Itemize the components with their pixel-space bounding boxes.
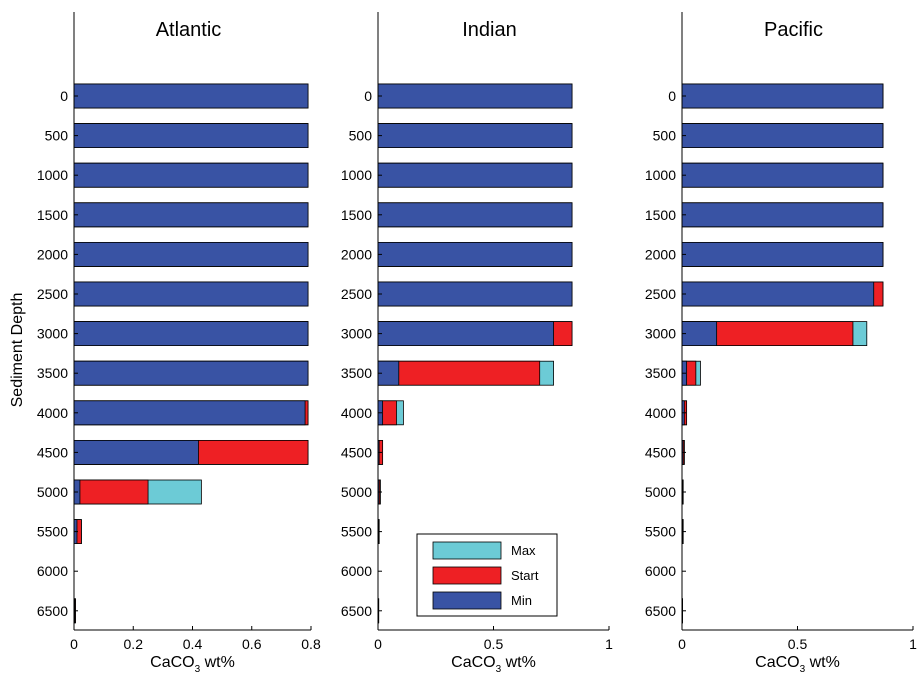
y-tick-label: 5500	[341, 524, 372, 540]
legend: Max Start Min	[416, 533, 558, 617]
x-tick-label: 0.5	[484, 636, 504, 652]
y-tick-label: 4500	[37, 444, 68, 460]
y-tick-label: 1500	[645, 207, 676, 223]
bar-min-0	[73, 83, 309, 109]
panel-atlantic: Atlantic 0 500 1000 1500 2000 2500 3000 3500 4000…	[37, 12, 321, 675]
x-tick-label: 0.6	[242, 636, 262, 652]
legend-swatch-max	[432, 541, 502, 560]
y-tick-label: 1000	[341, 167, 372, 183]
y-tick-label: 5000	[37, 484, 68, 500]
x-tick-label: 0.5	[788, 636, 808, 652]
y-tick-label: 3500	[341, 365, 372, 381]
x-axis-label: CaCO3 wt%	[755, 654, 840, 675]
y-tick-label: 1000	[645, 167, 676, 183]
y-tick-label: 4500	[341, 444, 372, 460]
y-tick-label: 4000	[37, 405, 68, 421]
bar-min-0	[377, 83, 573, 109]
y-tick-label: 5000	[645, 484, 676, 500]
legend-label-min: Min	[511, 593, 532, 608]
bar-min-2500	[73, 281, 309, 307]
y-tick-label: 3000	[341, 326, 372, 342]
panel-pacific: Pacific 0 500 1000 1500 2000 2500 3000 3500 4000 4…	[645, 12, 917, 675]
panel-indian: Indian 0 500 1000 1500 2000 2500 3000 3500 4000 45…	[341, 12, 613, 675]
y-tick-label: 2500	[341, 286, 372, 302]
bar-min-2000	[73, 241, 309, 267]
y-tick-label: 2500	[645, 286, 676, 302]
y-tick-label: 500	[653, 128, 677, 144]
bar-min-4000	[73, 400, 306, 426]
bar-min-500	[681, 123, 884, 148]
panel-title: Pacific	[764, 19, 823, 41]
x-tick-label: 0.2	[124, 636, 144, 652]
bar-min-0	[681, 83, 884, 109]
bar-min-3000	[73, 321, 309, 347]
y-tick-label: 6500	[645, 603, 676, 619]
legend-label-max: Max	[511, 543, 536, 558]
legend-swatch-start	[432, 566, 502, 585]
y-tick-label: 6500	[341, 603, 372, 619]
panel-title: Indian	[462, 19, 517, 41]
bar-min-2500	[681, 281, 875, 307]
bar-start-5000	[73, 479, 149, 505]
y-tick-label: 5500	[37, 524, 68, 540]
y-tick-label: 6500	[37, 603, 68, 619]
y-tick-label: 3000	[37, 326, 68, 342]
bar-start-3500	[377, 360, 541, 386]
y-tick-label: 4500	[645, 444, 676, 460]
y-tick-label: 1500	[341, 207, 372, 223]
y-tick-label: 6000	[645, 563, 676, 579]
y-tick-label: 4000	[341, 405, 372, 421]
bar-min-1000	[377, 162, 573, 188]
bar-min-2500	[377, 281, 573, 307]
y-tick-label: 5500	[645, 524, 676, 540]
x-tick-label: 1	[605, 636, 613, 652]
y-tick-label: 3000	[645, 326, 676, 342]
legend-label-start: Start	[511, 568, 539, 583]
bar-min-500	[377, 123, 573, 148]
y-tick-label: 5000	[341, 484, 372, 500]
x-axis-label: CaCO3 wt%	[150, 654, 235, 675]
bar-min-3000	[377, 321, 554, 347]
bar-min-500	[73, 123, 309, 148]
bar-min-2000	[681, 241, 884, 267]
x-tick-label: 0	[678, 636, 686, 652]
y-tick-label: 0	[364, 88, 372, 104]
panel-title: Atlantic	[156, 19, 222, 41]
x-tick-label: 0.8	[301, 636, 321, 652]
y-tick-label: 2500	[37, 286, 68, 302]
legend-swatch-min	[432, 591, 502, 610]
bar-min-1500	[377, 202, 573, 228]
x-axis-label: CaCO3 wt%	[451, 654, 536, 675]
y-tick-label: 6000	[37, 563, 68, 579]
y-tick-label: 0	[60, 88, 68, 104]
y-axis-label: Sediment Depth	[9, 293, 26, 408]
y-tick-label: 500	[349, 128, 373, 144]
y-tick-label: 3500	[37, 365, 68, 381]
x-tick-label: 0.4	[183, 636, 203, 652]
y-tick-label: 2000	[645, 246, 676, 262]
bar-min-1500	[681, 202, 884, 228]
y-tick-label: 3500	[645, 365, 676, 381]
y-tick-label: 1500	[37, 207, 68, 223]
x-tick-label: 0	[374, 636, 382, 652]
y-tick-label: 500	[45, 128, 69, 144]
bar-min-3500	[73, 360, 309, 386]
bar-min-3000	[681, 321, 718, 347]
bar-min-1500	[73, 202, 309, 228]
y-tick-label: 0	[668, 88, 676, 104]
x-tick-label: 1	[909, 636, 917, 652]
bar-min-2000	[377, 241, 573, 267]
bar-min-1000	[73, 162, 309, 188]
y-tick-label: 2000	[37, 246, 68, 262]
y-tick-label: 4000	[645, 405, 676, 421]
x-tick-label: 0	[70, 636, 78, 652]
y-tick-label: 2000	[341, 246, 372, 262]
bar-min-4500	[73, 439, 199, 465]
y-tick-label: 6000	[341, 563, 372, 579]
y-tick-label: 1000	[37, 167, 68, 183]
bar-min-1000	[681, 162, 884, 188]
